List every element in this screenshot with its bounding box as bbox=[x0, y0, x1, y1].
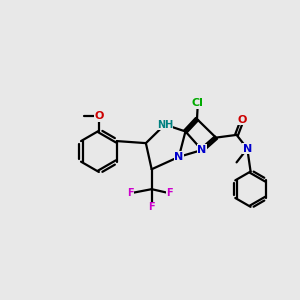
Text: F: F bbox=[148, 202, 155, 212]
Text: N: N bbox=[174, 152, 184, 162]
Text: Cl: Cl bbox=[192, 98, 204, 108]
Text: F: F bbox=[127, 188, 134, 198]
Text: N: N bbox=[197, 145, 207, 155]
Text: NH: NH bbox=[157, 120, 173, 130]
Text: N: N bbox=[243, 144, 252, 154]
Text: O: O bbox=[94, 111, 104, 121]
Text: F: F bbox=[167, 188, 173, 198]
Text: O: O bbox=[238, 115, 247, 125]
